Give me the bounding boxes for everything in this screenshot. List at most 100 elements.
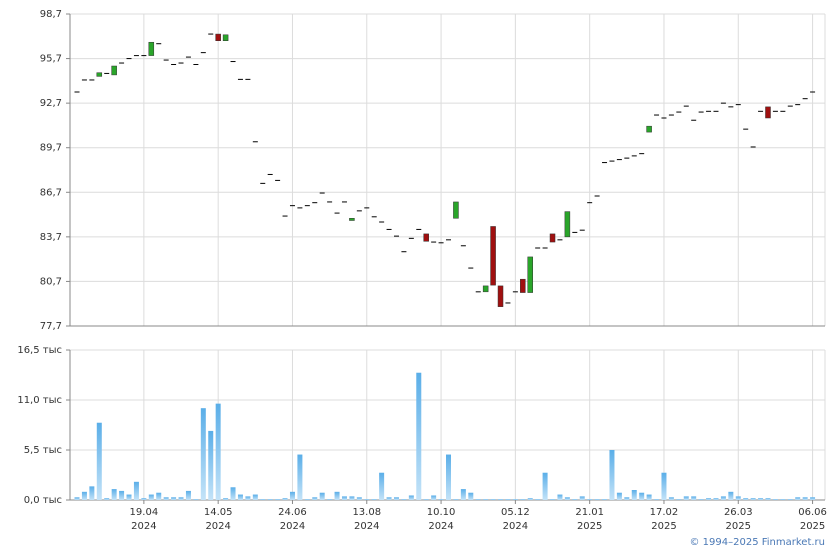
volume-bar	[297, 454, 303, 500]
volume-bar	[245, 496, 251, 500]
volume-bar	[431, 495, 437, 500]
volume-bar	[171, 497, 177, 500]
volume-bar	[542, 472, 548, 500]
volume-bar	[133, 481, 139, 500]
candle-down	[215, 33, 221, 41]
y-tick-label: 77,7	[40, 321, 62, 332]
volume-bar	[728, 491, 734, 500]
volume-bar	[750, 498, 756, 500]
volume-bar	[74, 497, 80, 500]
volume-bar	[341, 496, 347, 500]
candle-down	[549, 233, 556, 243]
volume-bar	[416, 372, 422, 500]
y-tick-label: 16,5 тыс	[17, 345, 62, 356]
volume-bar	[802, 497, 808, 500]
volume-bar	[527, 498, 533, 500]
candle-up	[564, 211, 571, 238]
candle-up	[646, 125, 652, 133]
volume-bar	[490, 499, 496, 500]
volume-bar	[460, 489, 466, 500]
volume-bar	[119, 490, 125, 500]
x-tick-label: 21.01 2025	[575, 507, 604, 532]
y-tick-label: 83,7	[40, 232, 62, 243]
volume-bar	[267, 499, 273, 500]
volume-bar	[401, 499, 407, 500]
volume-bar	[646, 494, 652, 500]
volume-bar	[356, 497, 362, 500]
candle-down	[490, 226, 496, 286]
volume-bar	[81, 491, 87, 500]
volume-bar	[126, 494, 132, 500]
candle-up	[111, 65, 117, 76]
volume-bar	[141, 498, 147, 500]
volume-bar	[483, 499, 489, 500]
volume-bar	[364, 499, 370, 500]
volume-bar	[594, 499, 600, 500]
volume-bar	[631, 490, 637, 500]
y-tick-label: 11,0 тыс	[17, 395, 62, 406]
volume-bar	[498, 499, 504, 500]
volume-bar	[579, 496, 585, 500]
volume-bar	[327, 499, 333, 500]
volume-bar	[468, 492, 474, 500]
volume-bar	[193, 499, 199, 500]
volume-bar	[564, 497, 570, 500]
volume-bar	[572, 499, 578, 500]
volume-bar	[371, 499, 377, 500]
volume-bar	[661, 472, 667, 500]
volume-bar	[393, 497, 399, 500]
candle-up	[222, 34, 229, 41]
volume-bar	[616, 492, 622, 500]
volume-bar	[252, 494, 258, 500]
volume-bar	[349, 496, 355, 500]
volume-bar	[282, 498, 288, 500]
volume-bar	[89, 486, 95, 500]
candle-down	[423, 233, 429, 242]
y-tick-label: 89,7	[40, 143, 62, 154]
candle-up	[148, 41, 155, 56]
volume-bar	[520, 499, 526, 500]
volume-bar	[683, 496, 689, 500]
y-tick-label: 98,7	[40, 9, 62, 20]
candle-down	[520, 278, 526, 293]
candle-down	[765, 106, 771, 119]
x-tick-label: 24.06 2024	[278, 507, 307, 532]
volume-bar	[758, 498, 764, 500]
candle-up	[96, 72, 103, 77]
volume-bar	[691, 496, 697, 500]
volume-bar	[156, 492, 162, 500]
volume-bar	[795, 497, 801, 500]
volume-bar	[780, 499, 786, 500]
x-tick-label: 06.06 2025	[798, 507, 827, 532]
x-tick-label: 26.03 2025	[724, 507, 753, 532]
volume-bar	[215, 403, 221, 500]
x-tick-label: 05.12 2024	[501, 507, 530, 532]
volume-bar	[408, 495, 414, 500]
volume-bar	[765, 498, 771, 500]
volume-bar	[379, 472, 385, 500]
volume-bar	[163, 497, 169, 500]
x-tick-label: 10.10 2024	[427, 507, 456, 532]
volume-bar	[639, 492, 645, 500]
volume-bar	[96, 422, 102, 500]
volume-bar	[772, 499, 778, 500]
volume-bar	[475, 499, 481, 500]
volume-bar	[587, 499, 593, 500]
candle-up	[527, 256, 533, 293]
volume-bar	[743, 498, 749, 500]
volume-bar	[208, 430, 214, 500]
volume-bar	[185, 490, 191, 500]
volume-bar	[200, 408, 206, 500]
volume-bar	[535, 499, 541, 500]
y-tick-label: 0,0 тыс	[24, 495, 62, 506]
volume-bar	[787, 499, 793, 500]
volume-bar	[312, 497, 318, 500]
candle-up	[349, 218, 355, 221]
volume-bar	[386, 497, 392, 500]
volume-bar	[446, 454, 451, 500]
volume-bar	[223, 498, 229, 500]
volume-bar	[810, 497, 816, 500]
copyright: © 1994–2025 Finmarket.ru	[689, 537, 825, 548]
